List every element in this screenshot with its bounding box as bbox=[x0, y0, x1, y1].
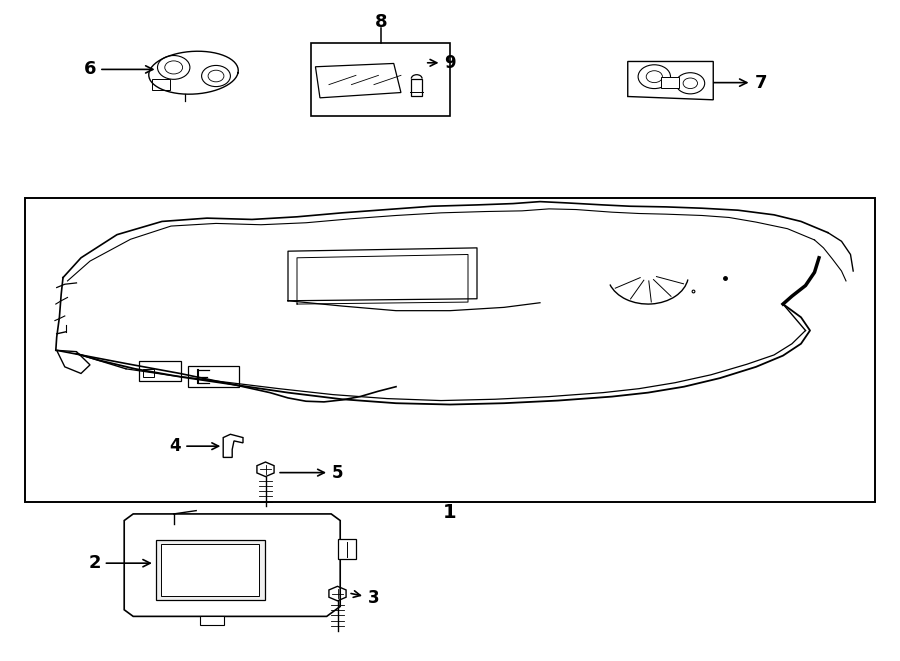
FancyBboxPatch shape bbox=[661, 77, 679, 88]
Text: 8: 8 bbox=[374, 13, 387, 31]
FancyBboxPatch shape bbox=[200, 616, 224, 625]
FancyBboxPatch shape bbox=[152, 79, 170, 90]
FancyBboxPatch shape bbox=[25, 198, 875, 502]
FancyBboxPatch shape bbox=[310, 43, 450, 116]
FancyBboxPatch shape bbox=[338, 539, 356, 559]
Text: 2: 2 bbox=[88, 554, 150, 572]
FancyBboxPatch shape bbox=[143, 369, 154, 377]
Text: 3: 3 bbox=[351, 589, 379, 607]
Text: 5: 5 bbox=[280, 463, 343, 482]
Text: 7: 7 bbox=[714, 73, 767, 92]
Text: 1: 1 bbox=[443, 503, 457, 522]
FancyBboxPatch shape bbox=[188, 366, 239, 387]
FancyBboxPatch shape bbox=[139, 361, 181, 381]
FancyBboxPatch shape bbox=[156, 539, 265, 600]
FancyBboxPatch shape bbox=[161, 543, 259, 596]
Text: 4: 4 bbox=[170, 437, 219, 455]
Text: 6: 6 bbox=[84, 60, 153, 79]
Text: 9: 9 bbox=[428, 54, 455, 72]
